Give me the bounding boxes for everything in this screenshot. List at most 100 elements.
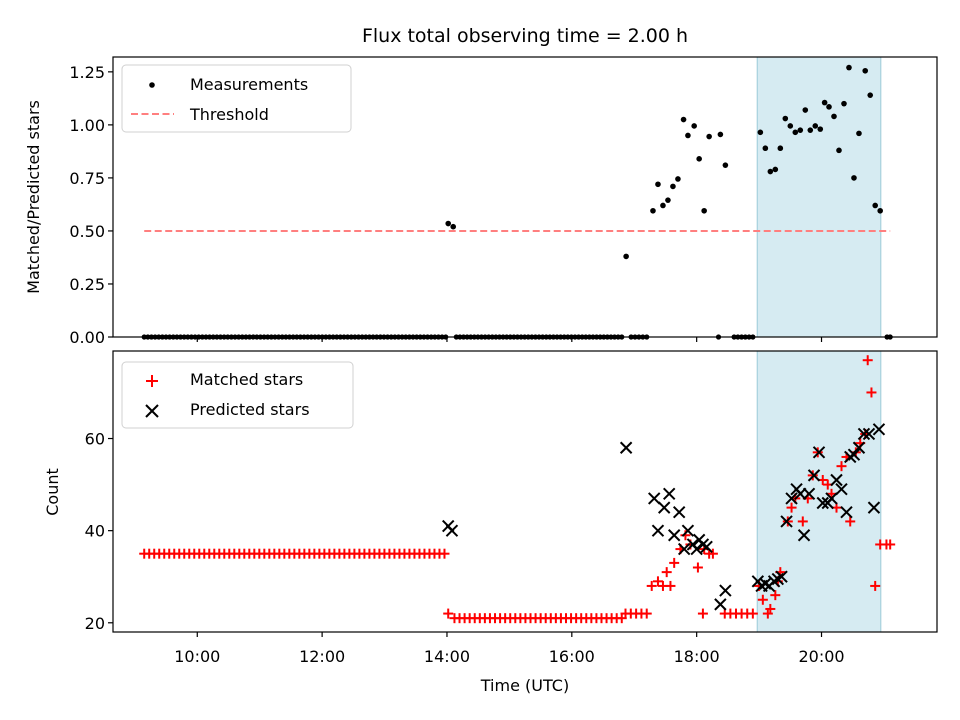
measurement-point bbox=[670, 183, 676, 190]
bottom-x-tick-label: 16:00 bbox=[549, 647, 595, 666]
x-stroke-b bbox=[867, 501, 881, 514]
x-stroke-b bbox=[690, 542, 703, 556]
predicted-star-marker bbox=[785, 492, 798, 505]
predicted-star-marker bbox=[690, 542, 703, 556]
highlight-span bbox=[756, 350, 882, 633]
predicted-star-marker bbox=[672, 506, 686, 519]
measurement-point bbox=[872, 202, 878, 209]
x-stroke-b bbox=[759, 577, 772, 590]
predicted-star-marker bbox=[816, 496, 829, 510]
top-y-tick-label: 0.25 bbox=[69, 275, 105, 294]
predicted-star-marker bbox=[867, 501, 881, 514]
bottom-x-tick-label: 18:00 bbox=[674, 647, 720, 666]
x-stroke-b bbox=[857, 427, 871, 441]
x-stroke-b bbox=[852, 441, 866, 454]
predicted-star-marker bbox=[667, 529, 681, 542]
predicted-star-marker bbox=[714, 598, 727, 611]
matched-star-marker bbox=[669, 557, 680, 568]
measurement-point bbox=[762, 145, 769, 152]
matched-star-marker bbox=[646, 580, 657, 591]
measurement-point bbox=[706, 133, 712, 140]
x-stroke-b bbox=[719, 584, 732, 597]
predicted-star-marker bbox=[662, 487, 676, 501]
predicted-star-marker bbox=[852, 441, 866, 454]
matched-star-marker bbox=[665, 580, 676, 591]
x-stroke-b bbox=[775, 570, 788, 583]
matched-star-marker bbox=[765, 603, 776, 614]
x-stroke-b bbox=[872, 423, 886, 436]
highlight-span bbox=[756, 56, 882, 338]
predicted-star-marker bbox=[619, 441, 633, 454]
x-stroke-b bbox=[619, 441, 633, 454]
x-stroke-b bbox=[807, 469, 821, 482]
legend-matched-label: Matched stars bbox=[190, 370, 303, 389]
matched-star-marker bbox=[661, 567, 672, 578]
predicted-star-marker bbox=[862, 427, 876, 441]
x-stroke-b bbox=[840, 506, 853, 519]
bottom-x-tick-label: 20:00 bbox=[798, 647, 844, 666]
x-stroke-b bbox=[780, 515, 793, 528]
predicted-star-marker bbox=[775, 570, 788, 583]
x-stroke-b bbox=[797, 529, 811, 542]
matched-star-marker bbox=[697, 608, 708, 619]
measurement-point bbox=[696, 156, 702, 162]
x-axis-label: Time (UTC) bbox=[480, 676, 569, 695]
predicted-star-marker bbox=[857, 427, 871, 441]
measurement-point bbox=[717, 131, 724, 138]
legend-threshold-label: Threshold bbox=[189, 105, 269, 124]
top-y-tick-label: 1.25 bbox=[69, 63, 105, 82]
top-y-axis-label: Matched/Predicted stars bbox=[24, 100, 43, 294]
ratio-panel: 0.00 0.25 0.50 0.75 1.00 1.25 Matched/Predict… bbox=[24, 56, 938, 347]
measurement-point bbox=[812, 123, 819, 129]
measurement-point bbox=[623, 253, 629, 260]
predicted-star-marker bbox=[797, 529, 811, 542]
x-stroke-b bbox=[651, 524, 665, 537]
measurement-point bbox=[665, 197, 671, 203]
x-stroke-b bbox=[830, 473, 843, 487]
predicted-star-marker bbox=[812, 446, 826, 459]
top-axes-frame bbox=[112, 56, 938, 338]
x-stroke-b bbox=[816, 496, 829, 510]
matched-star-marker bbox=[707, 548, 718, 559]
top-y-tick-label: 0.75 bbox=[69, 169, 105, 188]
measurement-point bbox=[831, 113, 837, 120]
predicted-star-marker bbox=[445, 524, 459, 537]
measurement-point bbox=[691, 123, 697, 129]
matched-star-marker bbox=[770, 590, 781, 601]
predicted-star-marker bbox=[830, 473, 843, 487]
matched-star-marker bbox=[757, 594, 768, 605]
bottom-legend: Matched stars Predicted stars bbox=[121, 361, 354, 429]
x-stroke-b bbox=[681, 524, 695, 537]
x-stroke-b bbox=[696, 538, 710, 551]
legend-measurements-marker bbox=[149, 82, 155, 88]
x-stroke-b bbox=[662, 487, 676, 501]
measurement-point bbox=[680, 116, 687, 123]
predicted-star-marker bbox=[802, 487, 816, 501]
matched-star-marker bbox=[885, 539, 896, 550]
predicted-star-marker bbox=[825, 492, 838, 505]
predicted-star-marker bbox=[780, 515, 793, 528]
top-y-tick-label: 0.00 bbox=[69, 328, 105, 347]
measurement-point bbox=[817, 126, 824, 132]
measurement-point bbox=[722, 162, 729, 168]
measurement-point bbox=[792, 129, 799, 136]
legend-predicted-marker bbox=[145, 404, 159, 418]
matched-star-marker bbox=[797, 516, 808, 527]
x-stroke-b bbox=[677, 542, 691, 556]
matched-star-marker bbox=[443, 608, 454, 619]
matched-star-marker bbox=[747, 608, 758, 619]
bottom-y-tick-label: 60 bbox=[85, 430, 105, 449]
bottom-x-tick-label: 12:00 bbox=[299, 647, 345, 666]
measurement-point bbox=[797, 127, 804, 133]
x-stroke-b bbox=[672, 506, 686, 519]
count-panel: 20 40 60 10:00 12:00 14:00 16:00 18:00 20:00 Co… bbox=[43, 350, 938, 695]
measurement-point bbox=[445, 220, 452, 227]
bottom-x-tick-label: 10:00 bbox=[174, 647, 220, 666]
predicted-star-marker bbox=[651, 524, 665, 537]
measurement-point bbox=[777, 145, 784, 152]
x-stroke-b bbox=[862, 427, 876, 441]
predicted-star-marker bbox=[681, 524, 695, 537]
measurement-point bbox=[787, 123, 794, 129]
measurement-point bbox=[767, 168, 774, 175]
measurement-point bbox=[660, 202, 666, 209]
